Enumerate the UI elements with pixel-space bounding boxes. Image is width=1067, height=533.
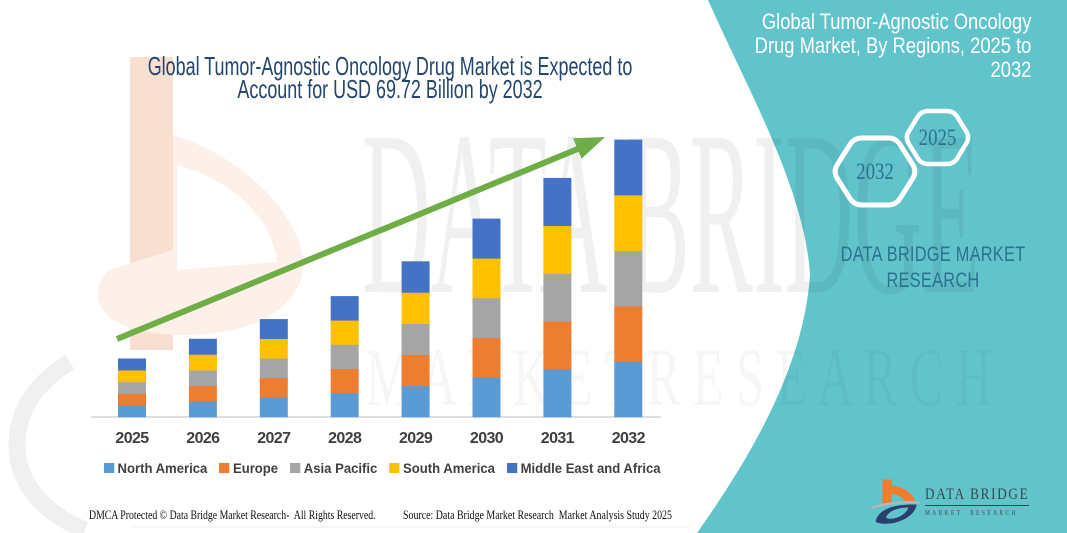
svg-text:2025: 2025	[919, 124, 957, 150]
svg-text:DATA BRIDGE: DATA BRIDGE	[362, 83, 980, 343]
svg-text:M A R K E T R E S E A R C H: M A R K E T R E S E A R C H	[366, 331, 992, 423]
svg-text:2032: 2032	[856, 158, 894, 184]
